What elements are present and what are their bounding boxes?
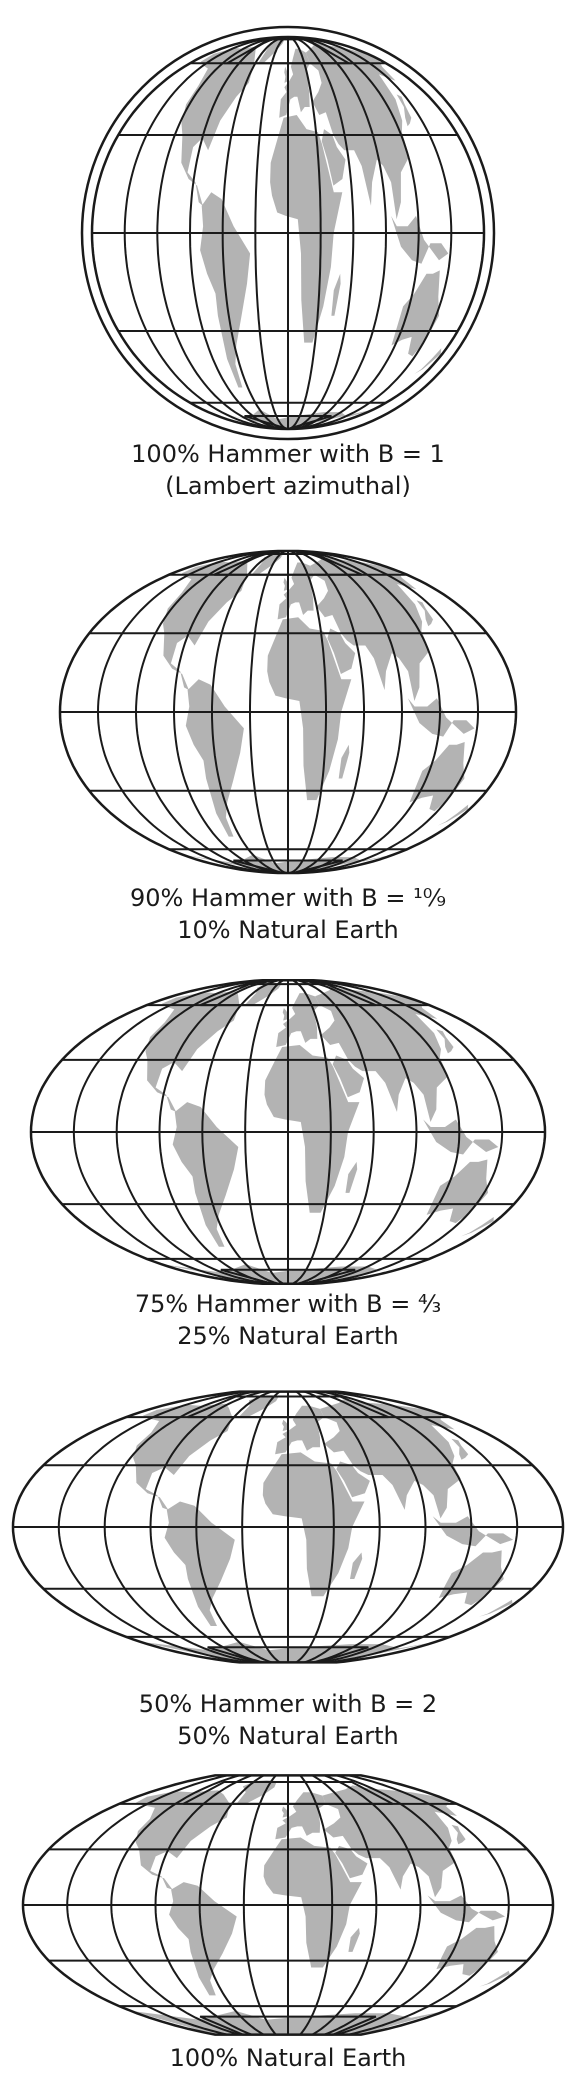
map-panel-hammer-75: 75% Hammer with B = ⁴⁄₃ 25% Natural Eart… <box>0 950 576 1360</box>
land-australia <box>409 742 465 812</box>
land-greenland <box>244 983 282 1006</box>
land-europe <box>276 993 320 1047</box>
polar-ring <box>200 983 376 1007</box>
land-madagascar <box>348 1927 360 1952</box>
land-australia <box>426 1159 488 1224</box>
caption-natural-earth-100: 100% Natural Earth <box>0 2042 576 2074</box>
polar-ring <box>187 1395 389 1419</box>
land-borneo-indonesia <box>391 215 449 264</box>
graticule <box>13 1390 563 1664</box>
land-borneo-indonesia <box>427 1895 505 1923</box>
map-outline <box>21 1774 555 2036</box>
land-greenland <box>236 1780 277 1804</box>
polar-ring <box>182 1781 394 1805</box>
land-madagascar <box>345 1161 358 1193</box>
land-arabia <box>332 1055 364 1098</box>
land-borneo-indonesia <box>407 698 475 737</box>
land-arabia <box>335 1845 368 1879</box>
caption-line-2: 10% Natural Earth <box>177 916 399 944</box>
map-hammer-75 <box>29 978 547 1286</box>
land-japan <box>451 1438 469 1460</box>
land-europe <box>277 562 315 620</box>
graticule <box>23 1774 553 2036</box>
map-panel-hammer-100: 100% Hammer with B = 1 (Lambert azimutha… <box>0 0 576 520</box>
land-north-america <box>181 46 256 206</box>
map-outline <box>11 1390 565 1664</box>
land-north-america <box>145 991 240 1112</box>
caption-line-1: 100% Hammer with B = 1 <box>131 440 445 468</box>
land-asia <box>320 1399 461 1519</box>
graticule <box>60 550 516 874</box>
land-japan <box>396 94 412 127</box>
caption-line-1: 75% Hammer with B = ⁴⁄₃ <box>134 1290 442 1318</box>
land-north-america <box>163 560 248 691</box>
land-asia <box>315 986 449 1122</box>
land-japan <box>436 1029 454 1054</box>
outer-circle <box>80 25 496 441</box>
land-borneo-indonesia <box>432 1516 514 1547</box>
land-borneo-indonesia <box>423 1119 499 1155</box>
map-hammer-100 <box>80 25 496 441</box>
caption-line-1: 90% Hammer with B = ¹⁰⁄₉ <box>130 884 446 912</box>
caption-hammer-50: 50% Hammer with B = 2 50% Natural Earth <box>0 1688 576 1752</box>
land-europe <box>275 1792 326 1840</box>
land-north-america <box>135 1790 230 1890</box>
land-madagascar <box>350 1552 363 1579</box>
land-greenland <box>238 1395 280 1418</box>
land-madagascar <box>338 744 350 779</box>
map-hammer-50 <box>11 1390 565 1664</box>
caption-hammer-100: 100% Hammer with B = 1 (Lambert azimutha… <box>0 438 576 502</box>
land-australia <box>391 270 440 357</box>
caption-line-2: 25% Natural Earth <box>177 1322 399 1350</box>
map-panel-natural-earth-100: 100% Natural Earth <box>0 1760 576 2077</box>
graticule <box>31 979 545 1285</box>
caption-hammer-75: 75% Hammer with B = ⁴⁄₃ 25% Natural Eart… <box>0 1288 576 1352</box>
caption-hammer-90: 90% Hammer with B = ¹⁰⁄₉ 10% Natural Ear… <box>0 882 576 946</box>
caption-line-1: 50% Hammer with B = 2 <box>138 1690 438 1718</box>
graticule <box>92 36 484 431</box>
caption-line-2: 50% Natural Earth <box>177 1722 399 1750</box>
land-arabia <box>336 1461 370 1498</box>
map-panel-hammer-90: 90% Hammer with B = ¹⁰⁄₉ 10% Natural Ear… <box>0 520 576 950</box>
map-natural-earth-100 <box>21 1774 555 2036</box>
caption-line-1: 100% Natural Earth <box>169 2044 407 2072</box>
land-australia <box>438 1550 504 1606</box>
land-arabia <box>327 628 356 674</box>
map-outline <box>58 549 518 875</box>
polar-ring <box>244 415 332 431</box>
map-outline <box>90 35 486 431</box>
land-japan <box>451 1824 466 1845</box>
land-arabia <box>321 129 346 186</box>
land-europe <box>279 48 310 118</box>
land-europe <box>275 1405 324 1455</box>
polar-ring <box>223 38 353 65</box>
land-australia <box>436 1926 498 1976</box>
land-japan <box>416 600 433 627</box>
map-panel-hammer-50: 50% Hammer with B = 2 50% Natural Earth <box>0 1360 576 1760</box>
polar-ring <box>213 553 363 576</box>
land-asia <box>322 1785 457 1898</box>
map-outline <box>29 978 547 1286</box>
map-hammer-90 <box>58 549 518 875</box>
land-new-zealand <box>479 1970 510 1987</box>
land-madagascar <box>331 273 341 316</box>
caption-line-2: (Lambert azimuthal) <box>165 472 411 500</box>
